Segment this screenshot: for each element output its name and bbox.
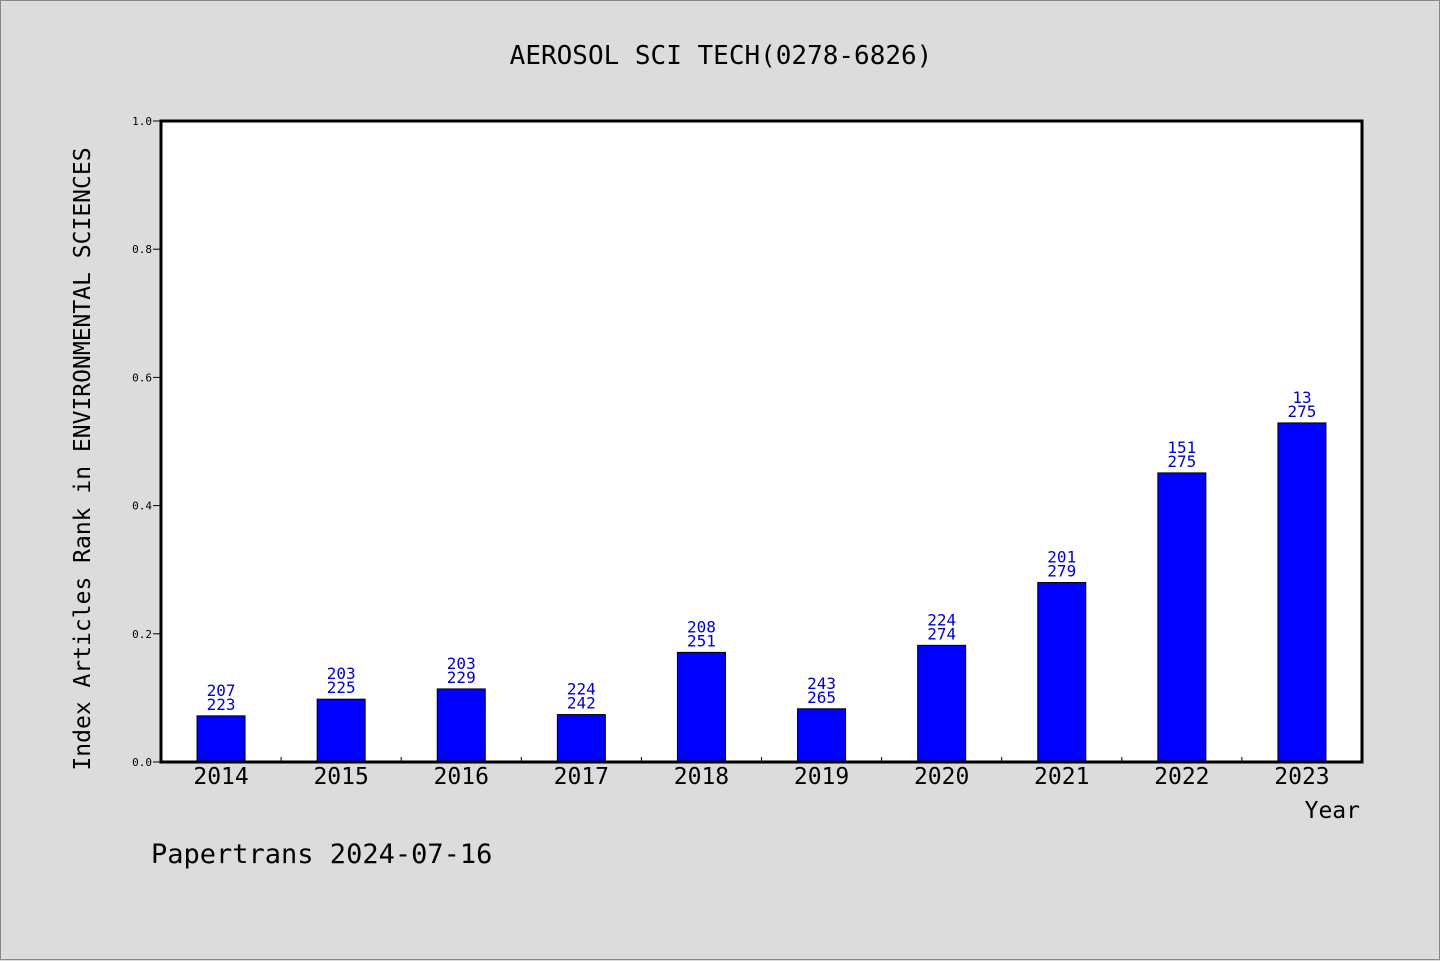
- y-tick-label: 0.4: [132, 500, 152, 513]
- x-tick-label-2015: 2015: [313, 764, 368, 790]
- bar-2014: [196, 715, 246, 763]
- rank-label-2020: 224: [927, 610, 956, 629]
- x-tick-label-2018: 2018: [674, 764, 729, 790]
- total-label-2016: 229: [447, 668, 476, 687]
- rank-label-2021: 201: [1047, 548, 1076, 567]
- data-labels-group: 2072232032252032292242422082512432652242…: [207, 388, 1317, 714]
- x-tick-label-2019: 2019: [794, 764, 849, 790]
- bar-2021: [1037, 582, 1087, 763]
- rank-label-2019: 243: [807, 674, 836, 693]
- x-axis-ticks: 2014 2015 2016 2017 2018 2019 2020 2021 2022 2023: [193, 757, 1330, 790]
- bar-2016: [436, 688, 486, 763]
- y-axis-ticks: 0.0 0.2 0.4 0.6 0.8 1.0: [132, 115, 161, 769]
- rank-label-2014: 207: [207, 681, 236, 700]
- rank-label-2018: 208: [687, 617, 716, 636]
- bar-2015: [316, 698, 366, 763]
- total-label-2019: 265: [807, 688, 836, 707]
- x-tick-label-2017: 2017: [554, 764, 609, 790]
- y-tick-label: 0.6: [132, 371, 152, 384]
- y-tick-label: 0.8: [132, 243, 152, 256]
- total-label-2021: 279: [1047, 562, 1076, 581]
- total-label-2017: 242: [567, 694, 596, 713]
- y-tick-label: 0.0: [132, 756, 152, 769]
- total-label-2015: 225: [327, 678, 356, 697]
- chart-title: AEROSOL SCI TECH(0278-6826): [510, 41, 933, 71]
- rank-label-2016: 203: [447, 654, 476, 673]
- total-label-2014: 223: [207, 695, 236, 714]
- total-label-2018: 251: [687, 631, 716, 650]
- x-tick-label-2023: 2023: [1274, 764, 1329, 790]
- bar-2020: [917, 644, 967, 763]
- bars-group: [196, 422, 1327, 763]
- bar-2023: [1277, 422, 1327, 763]
- y-axis-label: Index Articles Rank in ENVIRONMENTAL SCI…: [70, 147, 96, 770]
- bar-2022: [1157, 472, 1207, 763]
- x-tick-label-2014: 2014: [193, 764, 248, 790]
- bar-2019: [797, 708, 847, 763]
- total-label-2023: 275: [1287, 402, 1316, 421]
- x-axis-label: Year: [1305, 798, 1360, 824]
- footer-stamp: Papertrans 2024-07-16: [151, 839, 492, 870]
- rank-label-2022: 151: [1167, 438, 1196, 457]
- x-tick-label-2020: 2020: [914, 764, 969, 790]
- plot-border: [159, 119, 1364, 764]
- total-label-2020: 274: [927, 624, 956, 643]
- rank-label-2015: 203: [327, 664, 356, 683]
- rank-label-2017: 224: [567, 680, 596, 699]
- rank-label-2023: 13: [1292, 388, 1311, 407]
- bar-2017: [556, 714, 606, 763]
- y-tick-label: 0.2: [132, 628, 152, 641]
- bar-2018: [676, 651, 726, 763]
- x-tick-label-2022: 2022: [1154, 764, 1209, 790]
- x-tick-label-2016: 2016: [434, 764, 489, 790]
- y-tick-label: 1.0: [132, 115, 152, 128]
- x-tick-label-2021: 2021: [1034, 764, 1089, 790]
- total-label-2022: 275: [1167, 452, 1196, 471]
